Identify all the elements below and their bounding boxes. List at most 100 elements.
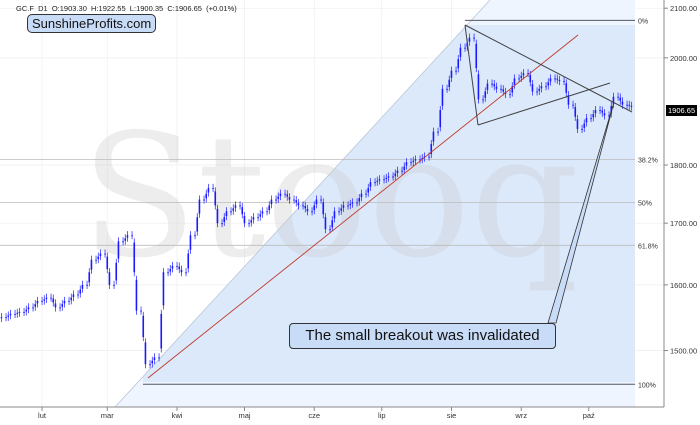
candle-body — [180, 269, 183, 273]
candle-body — [527, 73, 529, 75]
y-tick-label: 1600.00 — [670, 281, 697, 290]
candle-body — [412, 160, 415, 162]
candle-body — [243, 216, 246, 224]
candle-body — [608, 115, 610, 117]
candle-body — [63, 300, 66, 304]
candle-body — [221, 223, 223, 225]
candle-body — [270, 199, 273, 205]
candle-body — [630, 105, 633, 107]
candle-body — [356, 202, 358, 204]
candle-body — [212, 187, 214, 189]
candle-body — [367, 187, 370, 193]
candle-body — [392, 176, 394, 178]
candle-body — [383, 179, 385, 181]
ohlc-header: GC.F D1 O:1903.30 H:1922.55 L:1900.35 C:… — [16, 4, 237, 13]
candle-body — [333, 211, 336, 219]
candle-body — [230, 211, 232, 213]
fib-label: 38.2% — [638, 157, 658, 164]
candle-body — [135, 279, 138, 311]
candle-body — [565, 83, 568, 93]
candle-body — [185, 272, 187, 274]
y-axis: 2100.00 2000.00 1800.00 1700.00 1600.00 1500.… — [664, 4, 697, 356]
candle-body — [369, 182, 372, 187]
x-tick-label: lut — [38, 411, 47, 420]
candle-body — [268, 205, 271, 211]
candle-body — [583, 123, 586, 128]
candle-body — [385, 177, 388, 179]
fib-label: 50% — [638, 200, 652, 207]
candle-body — [122, 241, 124, 243]
candle-body — [90, 259, 93, 270]
candle-body — [428, 156, 430, 158]
candle-body — [401, 170, 403, 172]
candle-body — [306, 208, 309, 212]
candle-body — [279, 193, 282, 197]
candle-body — [106, 256, 109, 270]
candle-body — [459, 47, 462, 57]
candle-body — [329, 229, 331, 231]
candle-body — [617, 96, 619, 98]
candle-body — [88, 272, 91, 283]
candle-body — [626, 104, 628, 106]
candle-body — [214, 191, 217, 206]
candle-body — [178, 266, 181, 270]
x-tick-label: lip — [378, 411, 386, 420]
candle-body — [232, 208, 235, 211]
candle-body — [189, 235, 192, 250]
candle-body — [567, 95, 570, 105]
candle-body — [446, 88, 448, 90]
candle-body — [41, 300, 43, 302]
candle-body — [563, 80, 565, 82]
fibonacci-levels: 0% 38.2% 50% 61.8% 100% — [0, 18, 658, 389]
candle-body — [320, 199, 322, 201]
candle-body — [223, 217, 226, 222]
candle-body — [158, 357, 160, 359]
candle-body — [513, 78, 516, 85]
candle-body — [315, 199, 318, 205]
candle-body — [288, 197, 291, 200]
fib-label: 61.8% — [638, 243, 658, 250]
candle-body — [25, 309, 28, 312]
candle-body — [43, 299, 46, 301]
x-tick-label: kwi — [172, 411, 183, 420]
candle-body — [374, 182, 376, 184]
sunshineprofits-logo: SunshineProfits.com — [27, 14, 157, 33]
candle-body — [176, 265, 178, 267]
candle-body — [475, 43, 478, 69]
candle-body — [410, 162, 412, 164]
fib-label: 0% — [638, 18, 648, 25]
candle-body — [104, 253, 106, 255]
candle-body — [36, 300, 39, 304]
candle-body — [61, 304, 64, 307]
candle-body — [284, 193, 286, 195]
candle-body — [450, 70, 453, 78]
candle-body — [302, 205, 304, 207]
candle-body — [304, 205, 307, 209]
candle-body — [79, 289, 82, 294]
candle-body — [455, 70, 457, 72]
y-tick-label: 2100.00 — [670, 4, 697, 13]
candle-body — [311, 211, 313, 213]
candle-body — [493, 84, 496, 87]
candle-body — [124, 238, 127, 241]
candle-body — [207, 187, 210, 193]
candle-body — [153, 357, 156, 361]
candle-body — [594, 110, 597, 114]
candle-body — [68, 300, 70, 302]
candle-body — [610, 106, 613, 114]
candle-body — [241, 207, 244, 215]
candle-body — [160, 313, 163, 349]
candle-body — [70, 297, 73, 301]
candle-body — [72, 294, 75, 298]
last-price-tag: 1906.65 — [666, 105, 698, 116]
candle-body — [225, 211, 228, 217]
candle-body — [14, 313, 16, 315]
candle-body — [297, 203, 300, 206]
candle-body — [441, 88, 444, 106]
candle-body — [403, 166, 406, 170]
annotation-callout: The small breakout was invalidated — [289, 323, 556, 349]
candle-body — [482, 99, 484, 101]
candle-body — [5, 317, 7, 319]
candle-body — [529, 75, 532, 83]
candle-body — [365, 193, 367, 195]
